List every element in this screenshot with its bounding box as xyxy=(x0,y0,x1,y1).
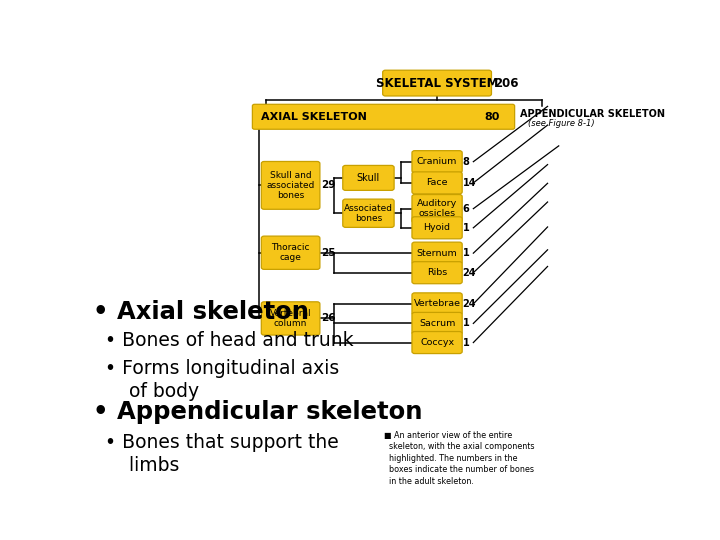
Text: Face: Face xyxy=(426,178,448,187)
Text: Cranium: Cranium xyxy=(417,157,457,166)
Text: 24: 24 xyxy=(463,268,476,278)
FancyBboxPatch shape xyxy=(412,217,462,239)
FancyBboxPatch shape xyxy=(412,332,462,354)
FancyBboxPatch shape xyxy=(412,313,462,334)
Text: Sternum: Sternum xyxy=(417,248,457,258)
Text: 1: 1 xyxy=(463,338,469,348)
FancyBboxPatch shape xyxy=(412,194,462,223)
FancyBboxPatch shape xyxy=(412,293,462,315)
Text: Sacrum: Sacrum xyxy=(419,319,455,328)
Text: APPENDICULAR SKELETON: APPENDICULAR SKELETON xyxy=(520,109,665,119)
Text: Vertebral
column: Vertebral column xyxy=(270,309,312,328)
FancyBboxPatch shape xyxy=(261,302,320,335)
FancyBboxPatch shape xyxy=(382,70,492,96)
Text: 1: 1 xyxy=(463,319,469,328)
Text: Associated
bones: Associated bones xyxy=(344,204,393,223)
Text: 80: 80 xyxy=(485,112,500,122)
FancyBboxPatch shape xyxy=(412,262,462,284)
Text: Ribs: Ribs xyxy=(427,268,447,277)
Text: Skull and
associated
bones: Skull and associated bones xyxy=(266,171,315,200)
Text: Auditory
ossicles: Auditory ossicles xyxy=(417,199,457,218)
FancyBboxPatch shape xyxy=(412,151,462,173)
FancyBboxPatch shape xyxy=(253,104,515,129)
Text: Skull: Skull xyxy=(357,173,380,183)
Text: 1: 1 xyxy=(463,248,469,258)
Text: Vertebrae: Vertebrae xyxy=(413,299,461,308)
FancyBboxPatch shape xyxy=(261,236,320,269)
Text: • Bones of head and trunk: • Bones of head and trunk xyxy=(93,331,354,350)
Text: 8: 8 xyxy=(463,157,469,167)
Text: • Appendicular skeleton: • Appendicular skeleton xyxy=(93,400,423,423)
Text: 1: 1 xyxy=(463,223,469,233)
Text: Coccyx: Coccyx xyxy=(420,338,454,347)
FancyBboxPatch shape xyxy=(412,172,462,194)
FancyBboxPatch shape xyxy=(261,161,320,210)
Text: (see Figure 8-1): (see Figure 8-1) xyxy=(528,118,595,127)
Text: 25: 25 xyxy=(321,248,336,258)
Text: ■ An anterior view of the entire
  skeleton, with the axial components
  highlig: ■ An anterior view of the entire skeleto… xyxy=(384,431,534,485)
Text: 206: 206 xyxy=(494,77,519,90)
Text: • Axial skeleton: • Axial skeleton xyxy=(93,300,309,323)
Text: Hyoid: Hyoid xyxy=(423,224,451,232)
Text: • Forms longitudinal axis
      of body: • Forms longitudinal axis of body xyxy=(93,359,339,401)
Text: AXIAL SKELETON: AXIAL SKELETON xyxy=(261,112,367,122)
Text: • Bones that support the
      limbs: • Bones that support the limbs xyxy=(93,433,338,475)
FancyBboxPatch shape xyxy=(412,242,462,264)
Text: 14: 14 xyxy=(463,178,476,188)
Text: 6: 6 xyxy=(463,204,469,214)
Text: 26: 26 xyxy=(321,313,336,323)
Text: 29: 29 xyxy=(321,180,336,191)
FancyBboxPatch shape xyxy=(343,165,394,191)
FancyBboxPatch shape xyxy=(343,199,394,227)
Text: SKELETAL SYSTEM: SKELETAL SYSTEM xyxy=(376,77,498,90)
Text: 24: 24 xyxy=(463,299,476,309)
Text: Thoracic
cage: Thoracic cage xyxy=(271,243,310,262)
